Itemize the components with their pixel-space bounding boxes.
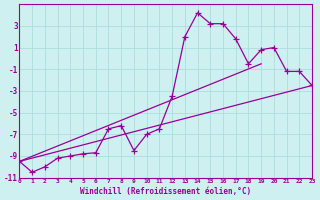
X-axis label: Windchill (Refroidissement éolien,°C): Windchill (Refroidissement éolien,°C) xyxy=(80,187,251,196)
